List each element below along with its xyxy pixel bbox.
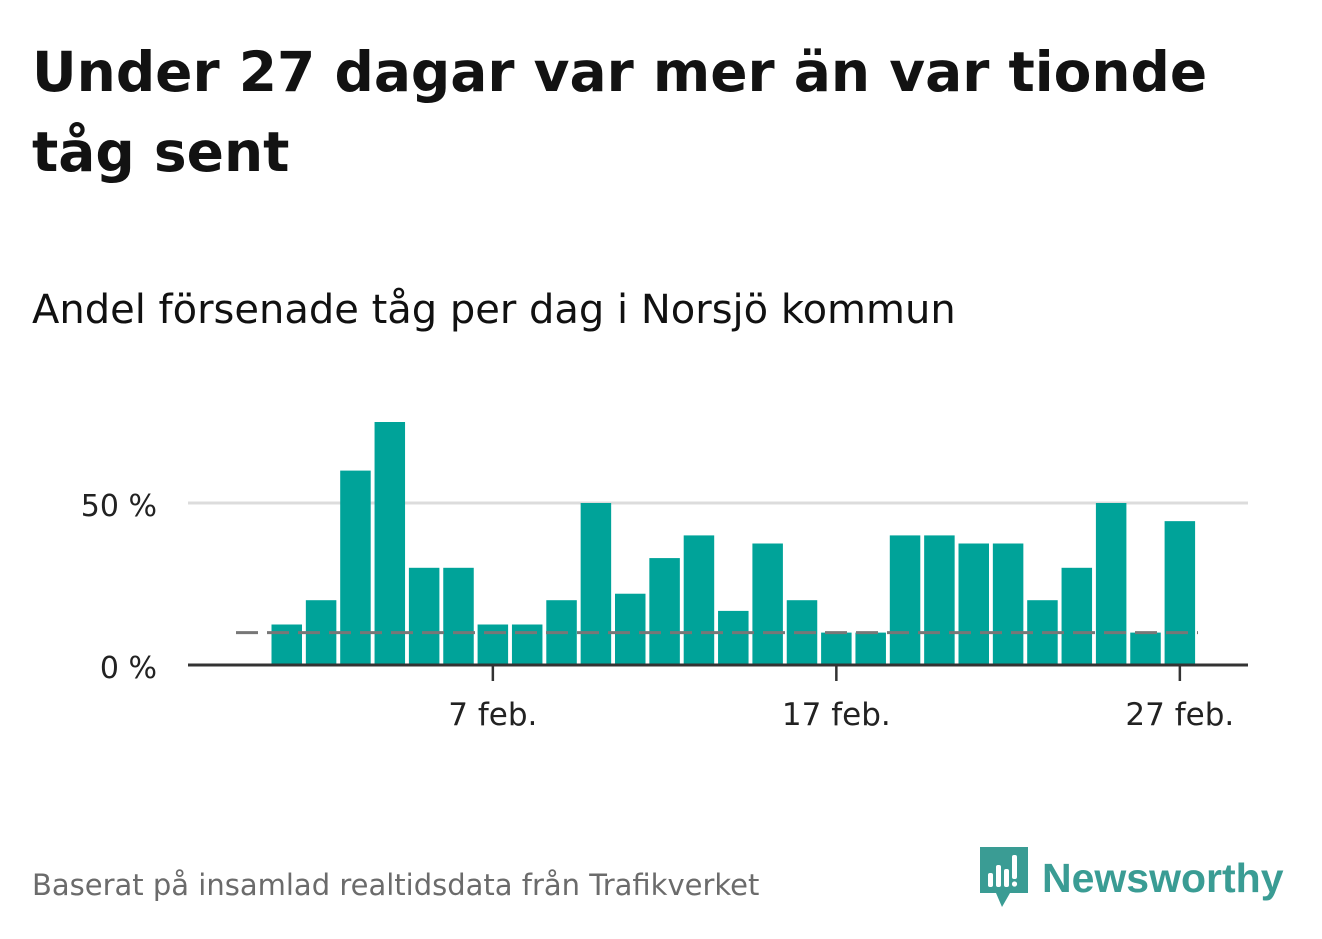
bar [1095,503,1127,665]
bar [1164,521,1196,665]
x-tick-label: 17 feb. [782,697,891,733]
bar [889,535,921,665]
bar [443,567,474,665]
bar [1061,567,1093,665]
bar [408,567,440,665]
bar [718,610,749,665]
bar [271,624,302,665]
x-tick-label: 7 feb. [448,697,537,733]
source-note: Baserat på insamlad realtidsdata från Tr… [32,868,760,902]
bar [477,624,509,665]
newsworthy-logo: Newsworthy [980,846,1284,910]
y-tick-label: 0 % [100,651,157,686]
bar [958,543,989,665]
bar [1130,632,1161,665]
newsworthy-logo-text: Newsworthy [1042,854,1284,901]
bar-chart: 0 % 50 % 7 feb. 17 feb. 27 feb. [81,422,1248,733]
bar [374,422,406,665]
bar [752,543,783,665]
y-tick-label: 50 % [81,489,157,524]
bar [683,535,715,665]
bar [924,535,955,665]
x-tick-label: 27 feb. [1125,697,1234,733]
chart-subtitle: Andel försenade tåg per dag i Norsjö kom… [32,287,956,333]
bar [855,632,886,665]
bar [615,593,646,665]
bar [649,558,680,665]
bar [580,503,612,665]
bar [340,470,371,665]
bar [821,632,852,665]
bar [992,543,1024,665]
chart-title: Under 27 dagar var mer än var tionde tåg… [32,40,1208,184]
newsworthy-logo-icon [980,847,1028,907]
bar [511,624,543,665]
